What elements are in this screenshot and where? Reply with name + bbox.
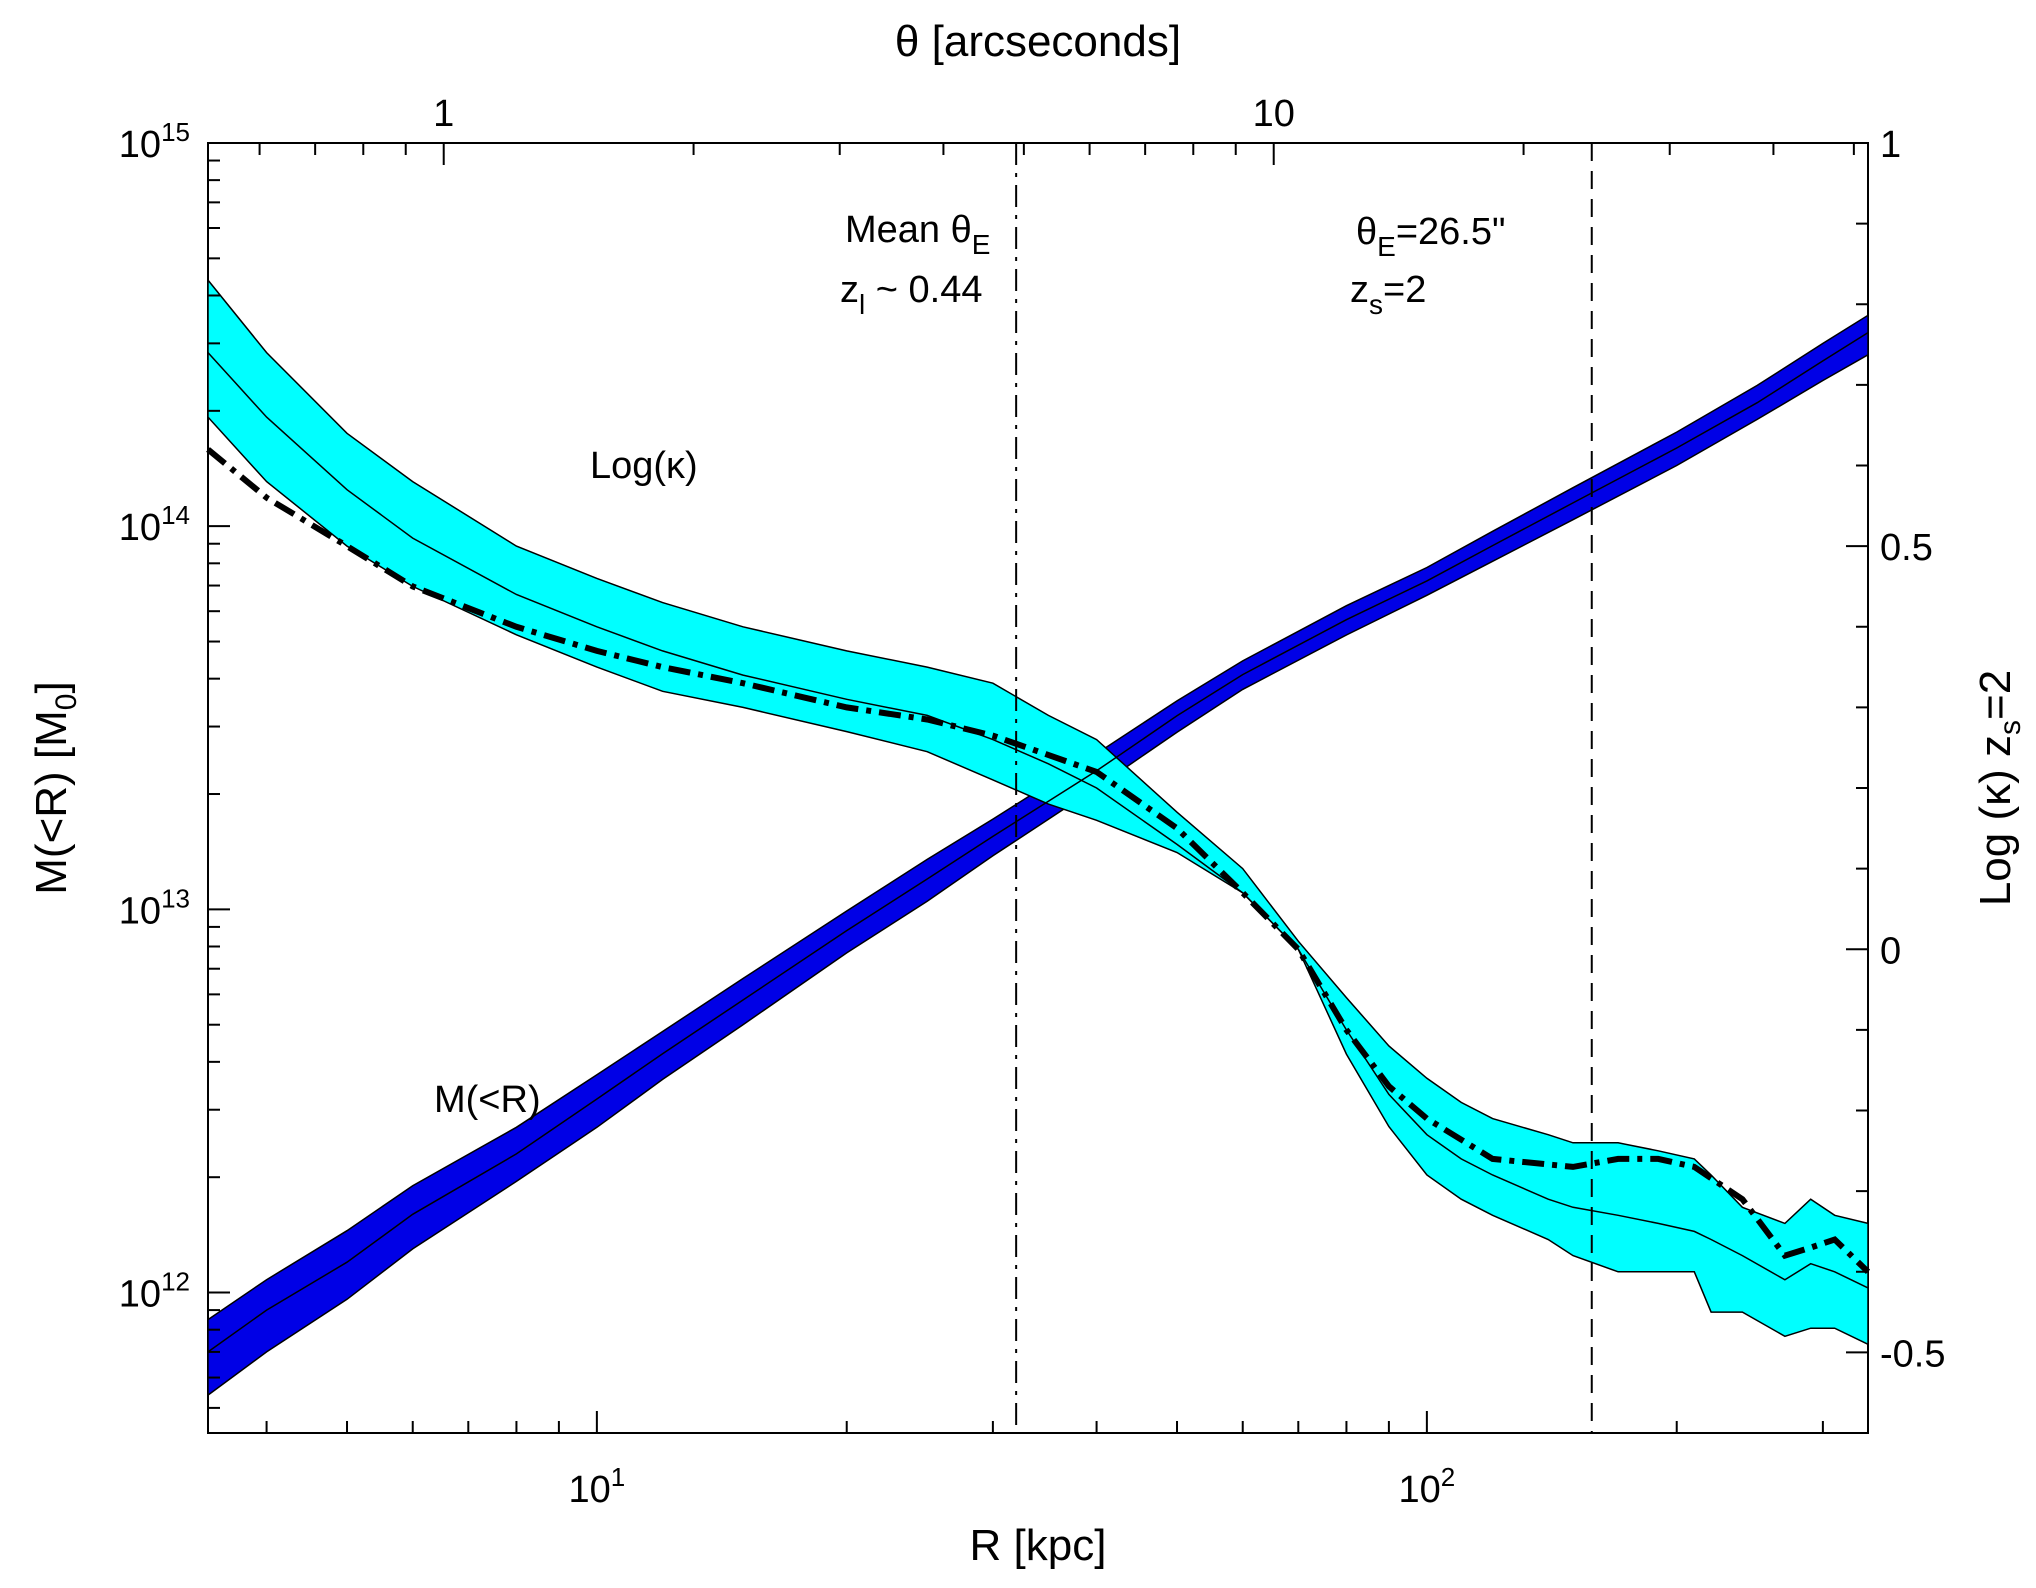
mean-theta-e-label: Mean θE [845,209,990,260]
y-left-axis-title: M(<R) [M0] [27,681,83,894]
y-right-tick-label: 1 [1880,124,1901,166]
theta-e-label: θE=26.5" [1356,211,1505,262]
y-left-tick-label: 1012 [119,1267,190,1316]
zl-label: zl ~ 0.44 [840,269,983,320]
y-right-tick-label: 0 [1880,930,1901,972]
logk-curve-label: Log(κ) [590,445,698,487]
x-axis-title: R [kpc] [970,1521,1107,1570]
x-tick-label: 102 [1398,1462,1455,1511]
zs-label: zs=2 [1350,269,1426,320]
y-right-tick-label: -0.5 [1880,1333,1945,1375]
x-top-tick-label: 1 [433,93,454,135]
kappa-band [207,277,1869,1346]
kappa-median-line [207,352,1869,1289]
y-right-axis-title: Log (κ) zs=2 [1971,670,2027,906]
mass-band [207,313,1869,1397]
kappa-reference-line [206,447,1871,1274]
x-top-axis-title: θ [arcseconds] [895,17,1181,66]
y-left-tick-label: 1013 [119,883,190,932]
mass-median-line [207,331,1869,1353]
y-left-tick-label: 1014 [119,500,190,549]
y-left-tick-label: 1015 [119,117,190,166]
mass-curve-label: M(<R) [434,1079,541,1121]
x-tick-label: 101 [568,1462,625,1511]
y-right-tick-label: 0.5 [1880,527,1933,569]
x-top-tick-label: 10 [1253,93,1295,135]
